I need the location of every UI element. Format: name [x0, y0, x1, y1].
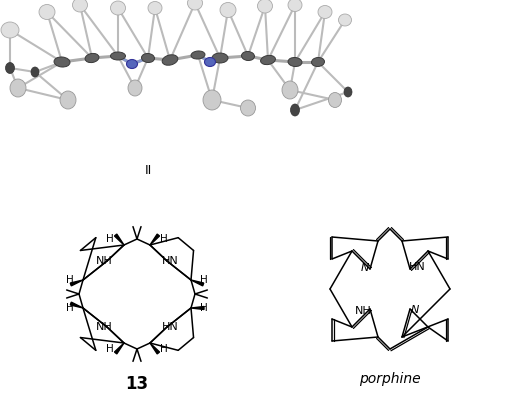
Ellipse shape [212, 53, 228, 63]
Ellipse shape [162, 55, 178, 65]
Ellipse shape [72, 0, 87, 12]
Text: N: N [361, 263, 369, 273]
Text: H: H [160, 234, 168, 244]
Ellipse shape [328, 93, 342, 107]
Text: H: H [66, 275, 74, 285]
Ellipse shape [148, 2, 162, 14]
Text: HN: HN [162, 322, 178, 332]
Text: H: H [160, 344, 168, 354]
Text: H: H [200, 275, 208, 285]
Polygon shape [70, 302, 83, 308]
Ellipse shape [10, 79, 26, 97]
Text: II: II [144, 164, 151, 176]
Polygon shape [70, 280, 83, 286]
Text: HN: HN [408, 262, 425, 272]
Ellipse shape [220, 2, 236, 18]
Text: N: N [411, 305, 419, 315]
Ellipse shape [142, 53, 155, 63]
Ellipse shape [31, 67, 39, 77]
Ellipse shape [291, 104, 299, 116]
Ellipse shape [240, 100, 255, 116]
Ellipse shape [111, 52, 126, 60]
Polygon shape [150, 343, 160, 354]
Ellipse shape [312, 57, 325, 67]
Polygon shape [191, 306, 204, 310]
Ellipse shape [39, 4, 55, 20]
Text: porphine: porphine [359, 372, 421, 386]
Text: H: H [66, 303, 74, 313]
Ellipse shape [60, 91, 76, 109]
Ellipse shape [128, 80, 142, 96]
Ellipse shape [288, 0, 302, 12]
Text: H: H [106, 234, 114, 244]
Text: 13: 13 [126, 375, 148, 393]
Text: H: H [200, 303, 208, 313]
Ellipse shape [188, 0, 203, 10]
Ellipse shape [205, 57, 216, 67]
Polygon shape [114, 343, 124, 354]
Polygon shape [150, 234, 160, 245]
Text: NH: NH [96, 322, 112, 332]
Ellipse shape [261, 55, 276, 65]
Text: NH: NH [355, 306, 371, 316]
Ellipse shape [191, 51, 205, 59]
Ellipse shape [282, 81, 298, 99]
Ellipse shape [257, 0, 272, 13]
Text: H: H [106, 344, 114, 354]
Ellipse shape [288, 57, 302, 67]
Ellipse shape [339, 14, 352, 26]
Ellipse shape [241, 51, 254, 61]
Polygon shape [114, 234, 124, 245]
Text: HN: HN [162, 256, 178, 266]
Polygon shape [191, 280, 204, 286]
Ellipse shape [111, 1, 126, 15]
Ellipse shape [344, 87, 352, 97]
Ellipse shape [1, 22, 19, 38]
Ellipse shape [318, 6, 332, 18]
Text: NH: NH [96, 256, 112, 266]
Ellipse shape [127, 59, 138, 69]
Ellipse shape [203, 90, 221, 110]
Ellipse shape [85, 53, 99, 63]
Ellipse shape [6, 63, 14, 73]
Ellipse shape [54, 57, 70, 67]
